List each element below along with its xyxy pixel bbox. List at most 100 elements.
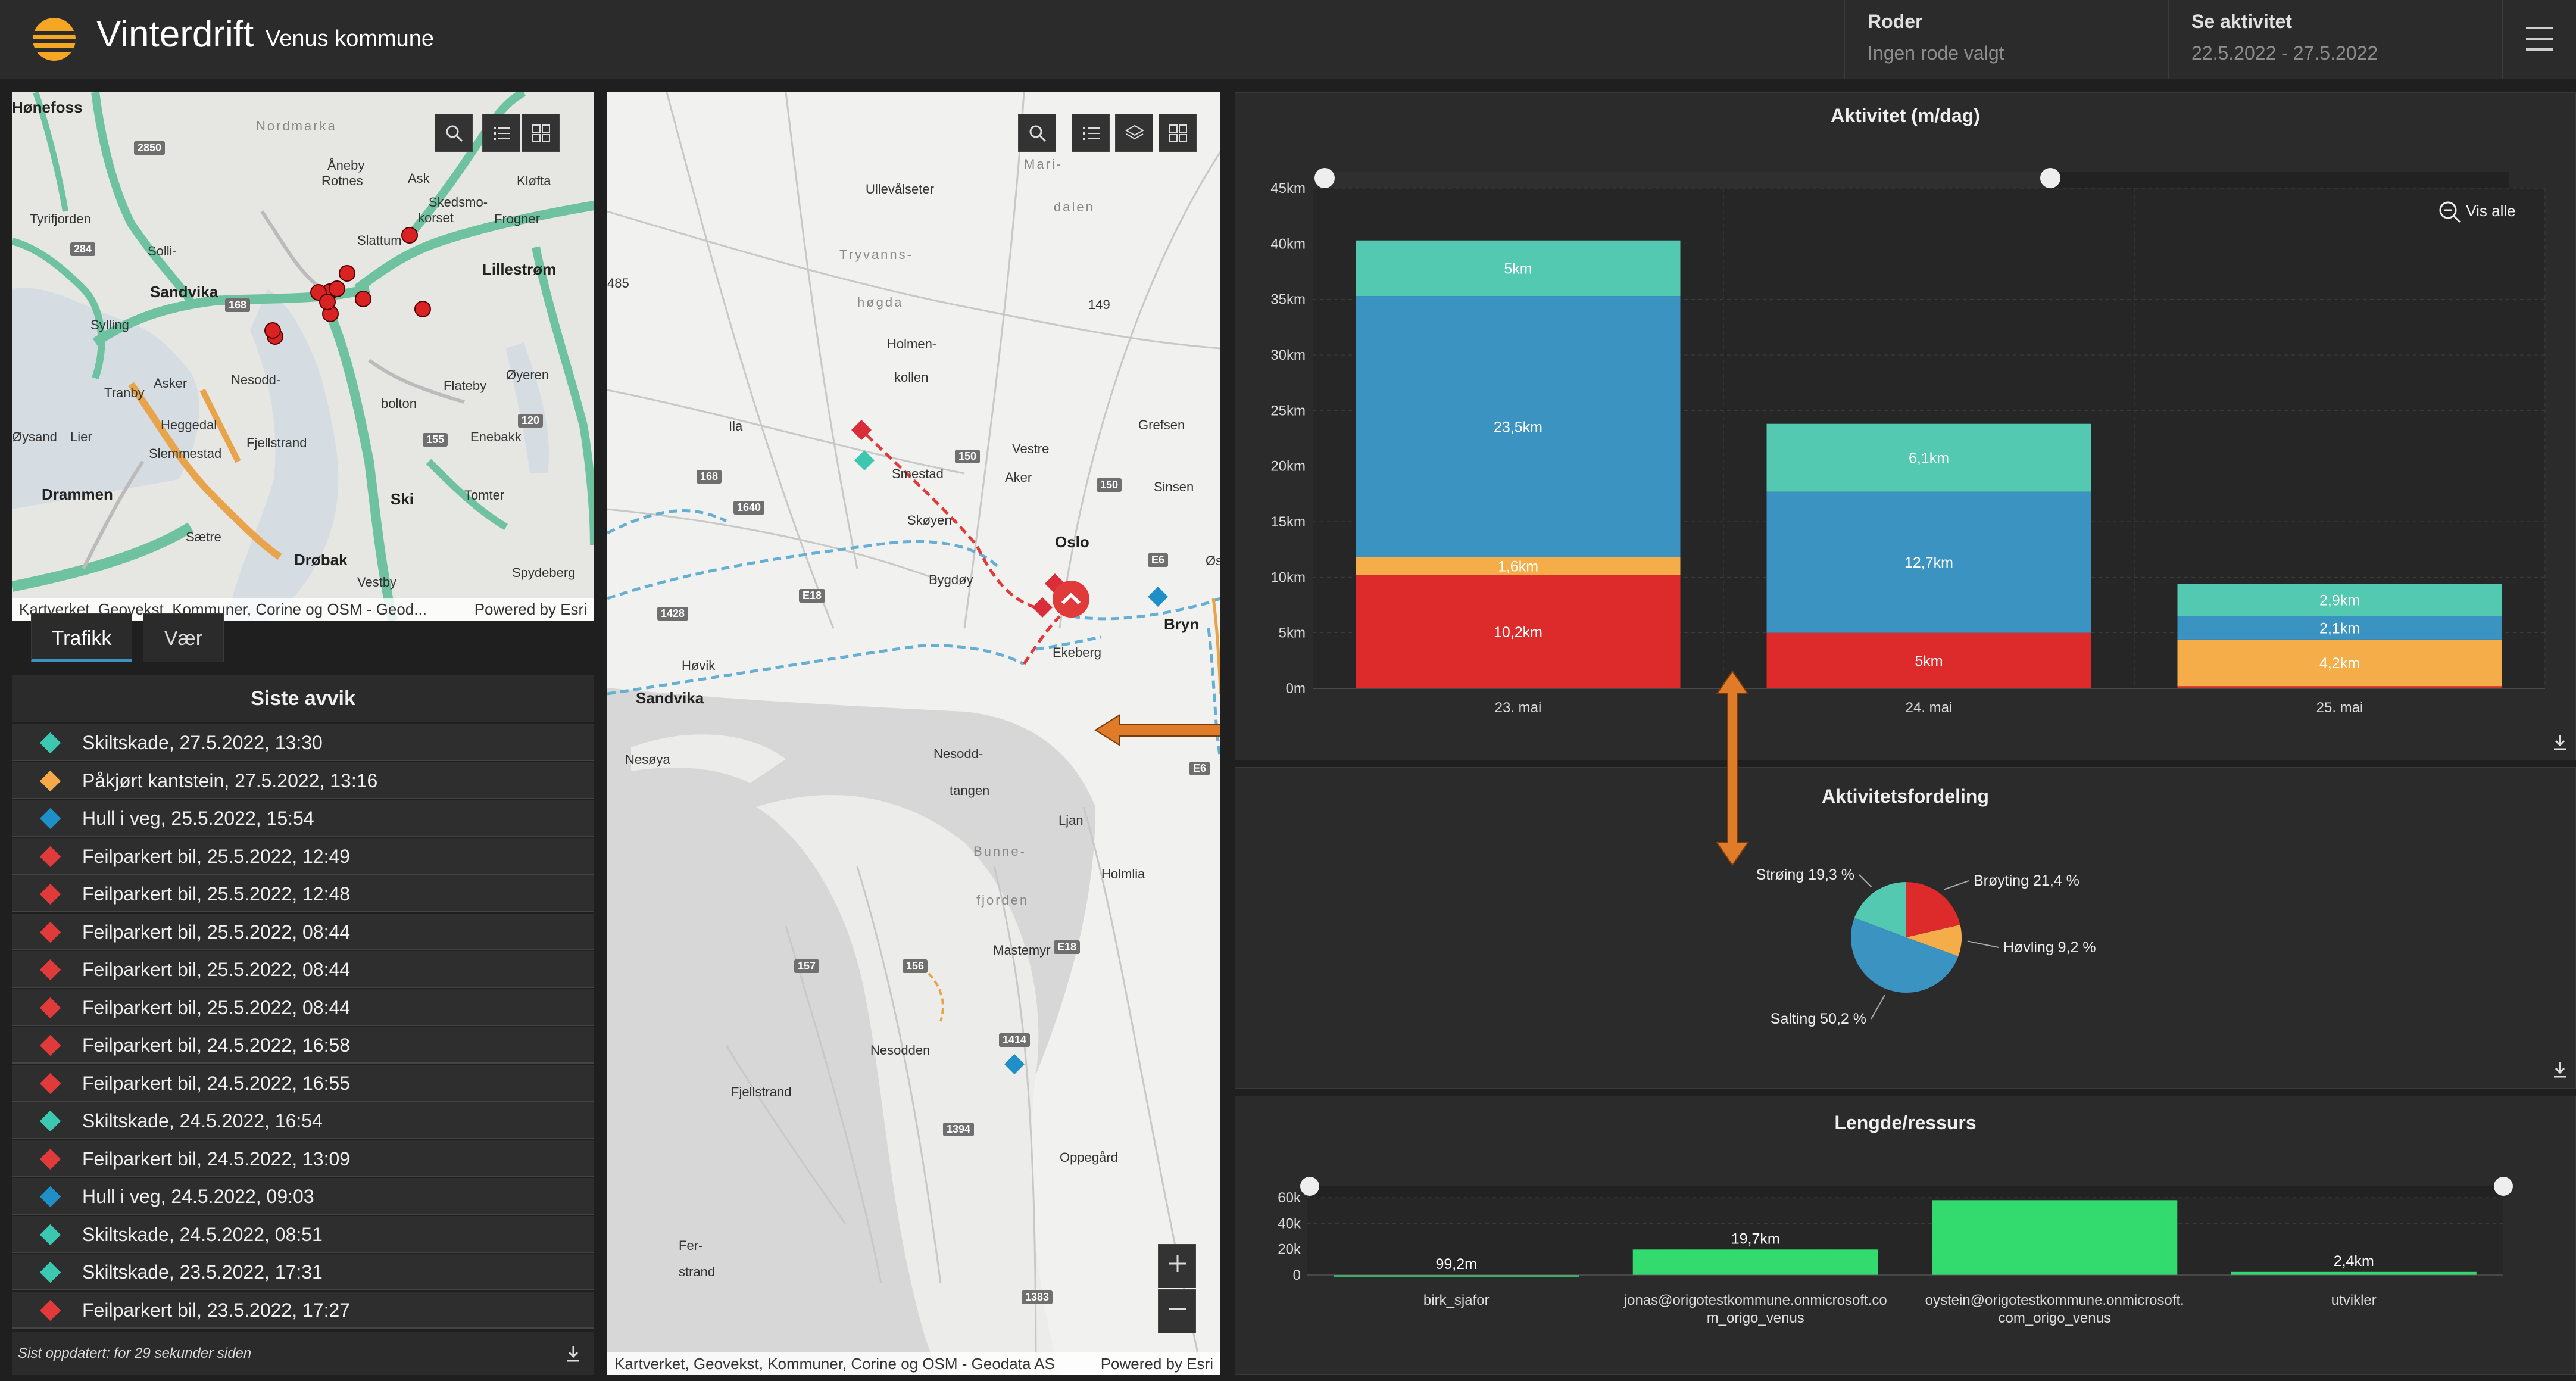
pie-label: Salting 50,2 % xyxy=(1771,1011,1866,1027)
map-label: Nesøya xyxy=(625,752,670,767)
map-search-button[interactable] xyxy=(1018,114,1056,152)
road-shield: 1383 xyxy=(1022,1290,1053,1304)
deviation-list-item[interactable]: Skiltskade, 27.5.2022, 13:30 xyxy=(12,724,594,761)
download-icon[interactable] xyxy=(2551,733,2569,751)
search-icon xyxy=(1029,125,1047,142)
deviation-list-item[interactable]: Feilparkert bil, 25.5.2022, 08:44 xyxy=(12,913,594,950)
map-label: Oppegård xyxy=(1060,1150,1118,1165)
deviation-list-item[interactable]: Feilparkert bil, 25.5.2022, 08:44 xyxy=(12,951,594,988)
deviation-text: Feilparkert bil, 25.5.2022, 08:44 xyxy=(82,921,351,943)
deviation-list-item[interactable]: Feilparkert bil, 23.5.2022, 17:27 xyxy=(12,1291,594,1329)
download-icon[interactable] xyxy=(2551,1061,2569,1078)
resource-bar xyxy=(2231,1271,2477,1275)
deviation-list-item[interactable]: Feilparkert bil, 24.5.2022, 16:55 xyxy=(12,1064,594,1102)
x-tick-label: m_origo_venus xyxy=(1707,1310,1804,1326)
road-shield: E18 xyxy=(799,589,826,603)
distribution-pie-chart: Brøyting 21,4 % Høvling 9,2 % Salting 50,2… xyxy=(1756,866,2096,1027)
map-label: Høvik xyxy=(682,658,716,673)
deviation-list-item[interactable]: Skiltskade, 23.5.2022, 17:31 xyxy=(12,1254,594,1290)
range-slider-handle xyxy=(1300,1177,1319,1196)
detail-map[interactable]: Mari- dalen Ullevålseter Tryvanns- høgda… xyxy=(607,92,1220,1375)
double-arrow-icon xyxy=(1716,670,1749,866)
deviation-list-item[interactable]: Påkjørt kantstein, 27.5.2022, 13:16 xyxy=(12,762,594,799)
deviation-list-item[interactable]: Hull i veg, 25.5.2022, 15:54 xyxy=(12,800,594,837)
x-tick-label: jonas@origotestkommune.onmicrosoft.co xyxy=(1623,1292,1887,1308)
deviation-list-item[interactable]: Skiltskade, 24.5.2022, 16:54 xyxy=(12,1102,594,1139)
activity-period-selector[interactable]: Se aktivitet 22.5.2022 - 27.5.2022 xyxy=(2168,0,2502,79)
activity-chart-title: Aktivitet (m/dag) xyxy=(1831,105,1980,126)
deviation-list-item[interactable]: Hull i veg, 24.5.2022, 09:03 xyxy=(12,1178,594,1215)
roder-selector[interactable]: Roder Ingen rode valgt xyxy=(1844,0,2168,79)
resource-chart-title: Lengde/ressurs xyxy=(1834,1112,1977,1133)
map-legend-button[interactable] xyxy=(482,114,520,152)
data-label: 2,1km xyxy=(2319,620,2360,637)
deviation-list-title: Siste avvik xyxy=(12,675,594,722)
tab-vaer[interactable]: Vær xyxy=(143,613,224,662)
bar-segment xyxy=(2177,584,2502,616)
map-legend-button[interactable] xyxy=(1072,114,1110,152)
map-label: tangen xyxy=(950,783,990,798)
data-label: 4,2km xyxy=(2319,655,2360,672)
pie-slice xyxy=(1906,882,1960,937)
deviation-type-icon xyxy=(39,770,61,791)
deviation-list-item[interactable]: Feilparkert bil, 24.5.2022, 16:58 xyxy=(12,1027,594,1064)
map-label: Øs xyxy=(1206,553,1220,568)
deviation-list-item[interactable]: Skiltskade, 24.5.2022, 08:51 xyxy=(12,1215,594,1253)
map-label: Nesodd- xyxy=(231,372,281,387)
bar-segment xyxy=(2177,639,2502,687)
map-label: bolton xyxy=(381,396,417,411)
powered-by-esri[interactable]: Powered by Esri xyxy=(1100,1355,1213,1373)
pie-leader-line xyxy=(1944,880,1969,890)
activity-chart: 0m 5km 10km 15km 20km 25km 30km 35km 40km 45km 10,… xyxy=(1270,168,2546,716)
map-label: Aker xyxy=(1005,470,1032,485)
map-search-button[interactable] xyxy=(435,114,473,152)
hamburger-menu-icon[interactable] xyxy=(2502,0,2576,79)
map-label: Flateby xyxy=(444,378,487,393)
zoom-in-button[interactable] xyxy=(1158,1244,1196,1288)
deviation-list-item[interactable]: Feilparkert bil, 24.5.2022, 13:09 xyxy=(12,1140,594,1177)
map-label: Nesodden xyxy=(870,1043,931,1058)
map-label: Ljan xyxy=(1058,813,1084,828)
map-basemap-button[interactable] xyxy=(522,114,560,152)
pie-label: Strøing 19,3 % xyxy=(1756,866,1854,883)
map-label: Ila xyxy=(729,419,743,434)
map-basemap-button[interactable] xyxy=(1159,114,1197,152)
road-shield: 120 xyxy=(518,414,544,428)
vis-alle-button[interactable]: Vis alle xyxy=(2438,200,2516,224)
roder-value: Ingen rode valgt xyxy=(1868,42,2004,64)
data-label: 23,5km xyxy=(1494,419,1543,435)
map-label: Nordmarka xyxy=(256,119,337,133)
powered-by-esri[interactable]: Powered by Esri xyxy=(474,600,587,618)
map-label: Slemmestad xyxy=(149,446,222,461)
deviation-text: Skiltskade, 24.5.2022, 08:51 xyxy=(82,1223,323,1245)
map-label: Holmlia xyxy=(1101,866,1145,881)
map-label: Øysand xyxy=(12,429,57,444)
road-shield: 284 xyxy=(70,242,96,256)
download-icon[interactable] xyxy=(564,1345,582,1363)
road-shield: 155 xyxy=(423,433,448,447)
map-label: Skedsmo- xyxy=(429,195,488,210)
map-label: Bygdøy xyxy=(929,572,973,587)
road-shield: 1394 xyxy=(943,1123,975,1136)
deviation-type-icon xyxy=(39,1073,61,1094)
deviation-list-item[interactable]: Feilparkert bil, 25.5.2022, 12:49 xyxy=(12,837,594,875)
zoom-out-button[interactable] xyxy=(1158,1289,1196,1333)
pie-slice xyxy=(1850,918,1959,993)
overview-map-roads xyxy=(12,92,594,621)
deviation-list-item[interactable]: Feilparkert bil, 25.5.2022, 08:44 xyxy=(12,989,594,1026)
map-label: Mari- xyxy=(1024,157,1063,172)
layers-icon xyxy=(1125,124,1144,140)
deviation-list-item[interactable]: Feilparkert bil, 25.5.2022, 12:48 xyxy=(12,875,594,912)
map-label: Slattum xyxy=(357,233,402,248)
deviation-type-icon xyxy=(39,1186,61,1208)
y-tick-label: 40km xyxy=(1270,236,1306,252)
tab-trafikk[interactable]: Trafikk xyxy=(31,613,132,662)
activity-period-value: 22.5.2022 - 27.5.2022 xyxy=(2191,42,2378,64)
map-label: Vestby xyxy=(357,575,397,590)
map-layers-button[interactable] xyxy=(1115,114,1153,152)
bar-segment xyxy=(1356,240,1681,297)
range-slider-handle xyxy=(2040,168,2060,188)
overview-map[interactable]: Hønefoss Nordmarka Åneby Rotnes Ask Sked… xyxy=(12,92,594,621)
list-icon xyxy=(1083,127,1100,140)
range-slider-handle xyxy=(2494,1177,2513,1196)
